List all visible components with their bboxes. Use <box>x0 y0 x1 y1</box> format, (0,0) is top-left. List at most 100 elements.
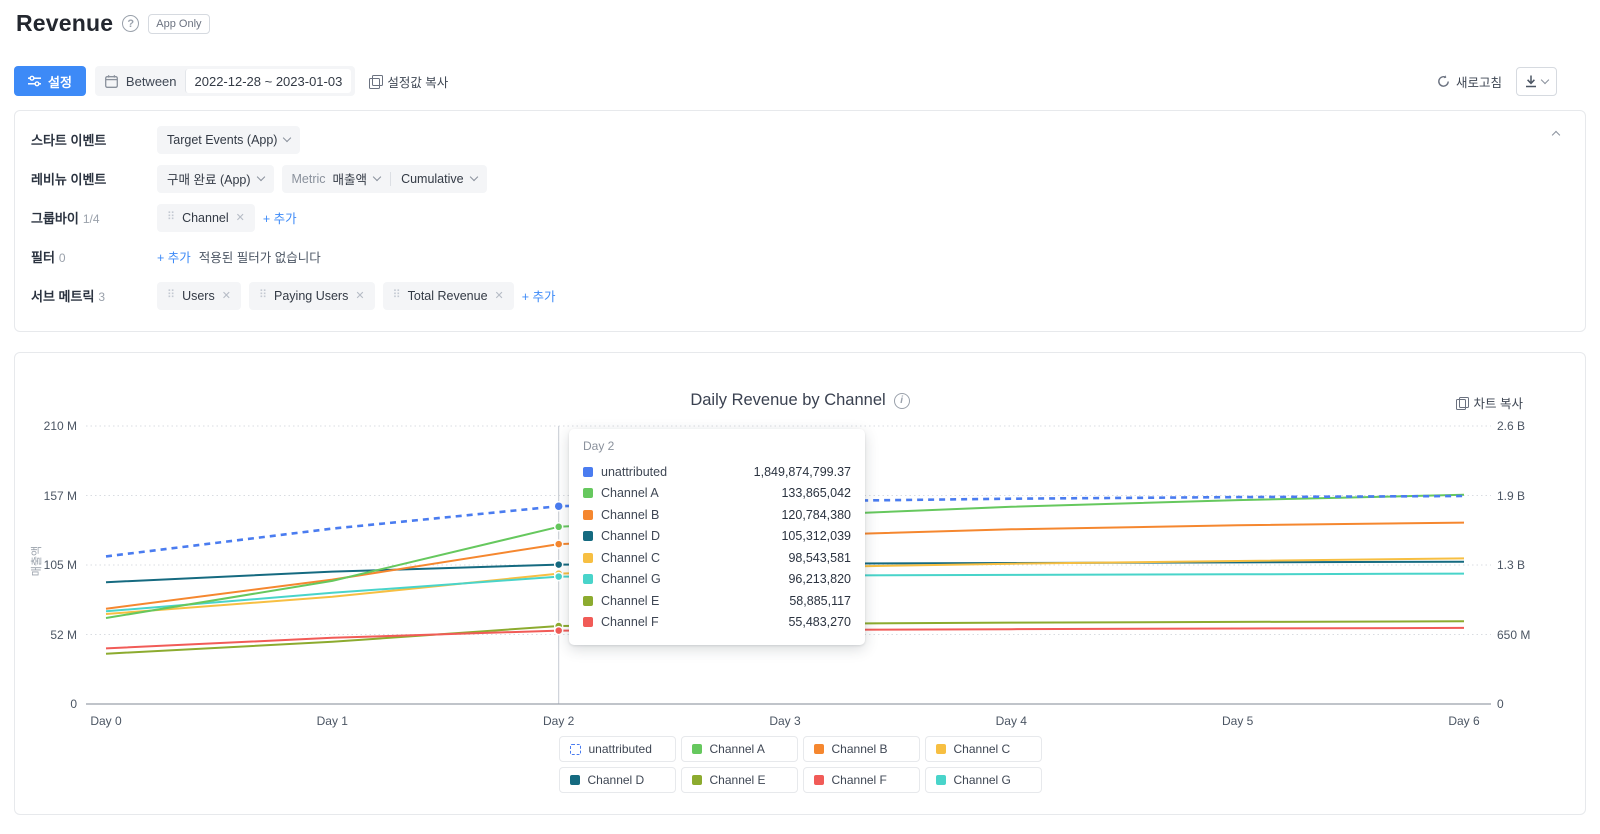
divider <box>390 171 392 186</box>
sub-metric-chips: ⠿ Users ✕ ⠿ Paying Users ✕ ⠿ Total Revenue ✕ <box>157 281 514 310</box>
y-axis-left: 210 M 157 M 105 M 52 M 0 <box>15 353 77 733</box>
metric-label: Metric <box>291 171 326 186</box>
drag-handle-icon[interactable]: ⠿ <box>258 289 267 301</box>
legend-item-unattributed[interactable]: unattributed <box>558 736 676 762</box>
close-icon[interactable]: ✕ <box>221 290 231 302</box>
toolbar-right: 새로고침 <box>1437 66 1557 96</box>
y-tick-right: 2.6 B <box>1497 419 1526 433</box>
y-tick-left: 157 M <box>43 488 77 503</box>
date-range-value[interactable]: 2022-12-28 ~ 2023-01-03 <box>184 69 352 93</box>
calendar-icon <box>104 74 118 88</box>
legend-label: Channel F <box>831 773 887 787</box>
drag-handle-icon[interactable]: ⠿ <box>167 211 176 223</box>
legend-item-channel-a[interactable]: Channel A <box>680 736 798 762</box>
sub-metric-chip-label: Total Revenue <box>407 288 488 303</box>
tooltip-series-name: Channel F <box>601 615 659 630</box>
series-color-swatch <box>691 744 702 754</box>
legend-item-channel-d[interactable]: Channel D <box>558 767 676 793</box>
chevron-down-icon <box>469 172 478 182</box>
legend-item-channel-b[interactable]: Channel B <box>802 736 920 762</box>
chart-card: Daily Revenue by Channel i 차트 복사 매출액 210… <box>14 352 1586 815</box>
chevron-down-icon <box>283 133 292 143</box>
page-header: Revenue ? App Only <box>16 10 210 37</box>
sub-metric-chip[interactable]: ⠿ Total Revenue ✕ <box>382 281 514 310</box>
group-by-count: 1/4 <box>82 212 100 226</box>
tooltip-header: Day 2 <box>583 439 615 453</box>
revenue-event-value: 구매 완료 (App) <box>167 173 251 187</box>
drag-handle-icon[interactable]: ⠿ <box>167 289 176 301</box>
chevron-down-icon <box>372 172 382 182</box>
start-event-row: 스타트 이벤트 Target Events (App) <box>31 120 1585 159</box>
group-by-row: 그룹바이 1/4 ⠿ Channel ✕ + 추가 <box>31 198 1585 237</box>
day2-marker-channel-b <box>553 539 564 549</box>
help-icon[interactable]: ? <box>122 15 140 32</box>
copy-icon <box>369 75 383 89</box>
start-event-value: Target Events (App) <box>167 132 278 147</box>
day2-marker-channel-f <box>553 625 564 636</box>
filter-row: 필터 0 + 추가 적용된 필터가 없습니다 <box>31 237 1585 276</box>
start-event-dropdown[interactable]: Target Events (App) <box>157 125 301 154</box>
sub-metrics-row: 서브 메트릭 3 ⠿ Users ✕ ⠿ Paying Users ✕ ⠿ Total Rev… <box>31 276 1585 315</box>
legend-row: unattributed Channel A Channel B Channel C <box>558 736 1042 762</box>
close-icon[interactable]: ✕ <box>235 212 245 224</box>
series-color-swatch <box>583 552 593 563</box>
legend-label: Channel C <box>953 742 1011 756</box>
tooltip-series-value: 96,213,820 <box>788 572 851 587</box>
tooltip-row: Channel F 55,483,270 <box>583 612 851 634</box>
metric-value: 매출액 <box>332 173 368 187</box>
tooltip-row: Channel D 105,312,039 <box>583 526 851 548</box>
drag-handle-icon[interactable]: ⠿ <box>392 289 401 301</box>
legend-item-channel-e[interactable]: Channel E <box>680 767 798 793</box>
legend-label: Channel B <box>831 742 888 756</box>
chevron-down-icon <box>1540 75 1550 84</box>
cumulative-value: Cumulative <box>401 171 464 186</box>
tooltip-row: Channel E 58,885,117 <box>583 590 851 612</box>
revenue-event-row: 레비뉴 이벤트 구매 완료 (App) Metric 매출액 Cumulativ… <box>31 159 1585 198</box>
tooltip-row: Channel G 96,213,820 <box>583 569 851 591</box>
sub-metric-chip[interactable]: ⠿ Paying Users ✕ <box>248 281 375 310</box>
copy-settings-button[interactable]: 설정값 복사 <box>369 72 448 91</box>
day2-marker-channel-a <box>553 522 564 532</box>
y-tick-right: 1.3 B <box>1497 558 1526 572</box>
download-button[interactable] <box>1516 66 1557 96</box>
copy-settings-label: 설정값 복사 <box>387 75 449 90</box>
series-color-swatch <box>583 531 593 542</box>
series-color-swatch <box>813 775 824 785</box>
close-icon[interactable]: ✕ <box>494 290 504 302</box>
metric-dropdown-group[interactable]: Metric 매출액 Cumulative <box>281 164 487 193</box>
app-only-badge: App Only <box>148 13 210 34</box>
copy-chart-button[interactable]: 차트 복사 <box>1455 393 1523 412</box>
close-icon[interactable]: ✕ <box>355 290 365 302</box>
series-color-swatch <box>935 744 946 754</box>
page-title: Revenue <box>16 10 114 36</box>
series-color-swatch <box>583 595 593 606</box>
sub-metric-chip[interactable]: ⠿ Users ✕ <box>157 281 241 310</box>
series-color-swatch <box>691 775 702 785</box>
series-color-swatch <box>583 488 593 499</box>
revenue-event-label: 레비뉴 이벤트 <box>31 172 107 187</box>
sliders-icon <box>28 75 41 87</box>
settings-button[interactable]: 설정 <box>14 66 86 96</box>
tooltip-series-name: Channel E <box>601 593 660 608</box>
series-color-swatch <box>583 574 593 585</box>
sub-metrics-add-button[interactable]: + 추가 <box>521 290 556 304</box>
legend-label: Channel E <box>709 773 766 787</box>
y-tick-right: 650 M <box>1497 627 1531 642</box>
legend-item-channel-f[interactable]: Channel F <box>802 767 920 793</box>
group-by-add-button[interactable]: + 추가 <box>262 212 297 226</box>
sub-metrics-label: 서브 메트릭 <box>31 289 95 304</box>
legend-item-channel-g[interactable]: Channel G <box>924 767 1042 793</box>
x-tick: Day 0 <box>90 714 122 728</box>
legend-item-channel-c[interactable]: Channel C <box>924 736 1042 762</box>
tooltip-row: unattributed 1,849,874,799.37 <box>583 461 851 483</box>
tooltip-series-value: 98,543,581 <box>788 550 851 565</box>
date-range-control[interactable]: Between 2022-12-28 ~ 2023-01-03 <box>94 66 356 96</box>
filter-add-button[interactable]: + 추가 <box>157 251 191 265</box>
group-by-chip[interactable]: ⠿ Channel ✕ <box>157 203 255 232</box>
info-icon[interactable]: i <box>893 392 910 409</box>
day2-marker-channel-d <box>553 559 564 570</box>
tooltip-series-value: 58,885,117 <box>789 593 851 608</box>
revenue-event-dropdown[interactable]: 구매 완료 (App) <box>157 164 274 193</box>
refresh-button[interactable]: 새로고침 <box>1437 72 1502 91</box>
